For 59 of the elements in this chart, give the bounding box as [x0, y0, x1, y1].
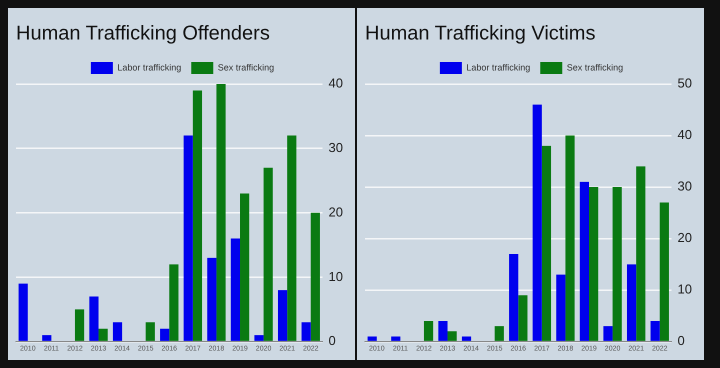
y-tick-label: 50 — [678, 76, 692, 91]
bar — [462, 336, 472, 341]
bar — [509, 254, 518, 341]
y-tick-label: 20 — [678, 230, 692, 246]
bar — [192, 90, 202, 341]
bar — [518, 295, 528, 341]
legend-label: Sex trafficking — [566, 62, 624, 72]
bar — [278, 290, 288, 341]
bar — [74, 309, 84, 341]
bar — [302, 322, 311, 341]
bar — [650, 320, 660, 341]
bar — [660, 202, 669, 341]
bar — [112, 322, 122, 341]
y-tick-label: 30 — [678, 178, 692, 194]
y-tick-label: 20 — [328, 204, 344, 220]
y-tick-label: 10 — [328, 268, 344, 284]
bar — [589, 187, 598, 341]
bar — [603, 326, 613, 341]
legend-label: Labor trafficking — [117, 62, 182, 72]
bar — [146, 322, 155, 341]
bar — [230, 238, 240, 341]
bar — [287, 136, 296, 341]
bar — [240, 193, 250, 341]
bar — [448, 331, 457, 341]
bar — [42, 335, 52, 341]
bar — [207, 258, 216, 341]
bar — [438, 320, 448, 341]
bar — [169, 264, 178, 341]
bar — [626, 264, 636, 341]
bar — [612, 187, 622, 341]
y-tick-label: 40 — [328, 76, 344, 91]
bar — [254, 335, 264, 341]
y-tick-label: 0 — [678, 333, 685, 348]
y-tick-label: 40 — [678, 127, 692, 142]
y-tick-label: 0 — [328, 333, 336, 348]
bar — [160, 328, 170, 341]
bar — [391, 336, 400, 341]
chart-title: Human Trafficking Victims — [365, 22, 596, 45]
bar — [532, 104, 542, 341]
bar — [98, 328, 108, 341]
bar — [580, 182, 590, 341]
bar — [184, 136, 193, 341]
bar — [89, 296, 99, 341]
bar — [542, 146, 552, 341]
legend-label: Sex trafficking — [218, 62, 274, 72]
bar — [494, 326, 504, 341]
y-tick-label: 10 — [678, 282, 692, 297]
y-tick-label: 30 — [328, 140, 344, 155]
bar — [264, 168, 273, 341]
bar — [636, 166, 646, 341]
bar — [556, 274, 566, 341]
bar — [565, 136, 575, 341]
legend-label: Labor trafficking — [466, 62, 530, 72]
bar — [18, 284, 28, 341]
bar — [216, 84, 226, 341]
bar — [310, 212, 320, 341]
bar — [424, 320, 434, 341]
chart-title: Human Trafficking Offenders — [16, 22, 270, 45]
bar — [368, 336, 377, 341]
